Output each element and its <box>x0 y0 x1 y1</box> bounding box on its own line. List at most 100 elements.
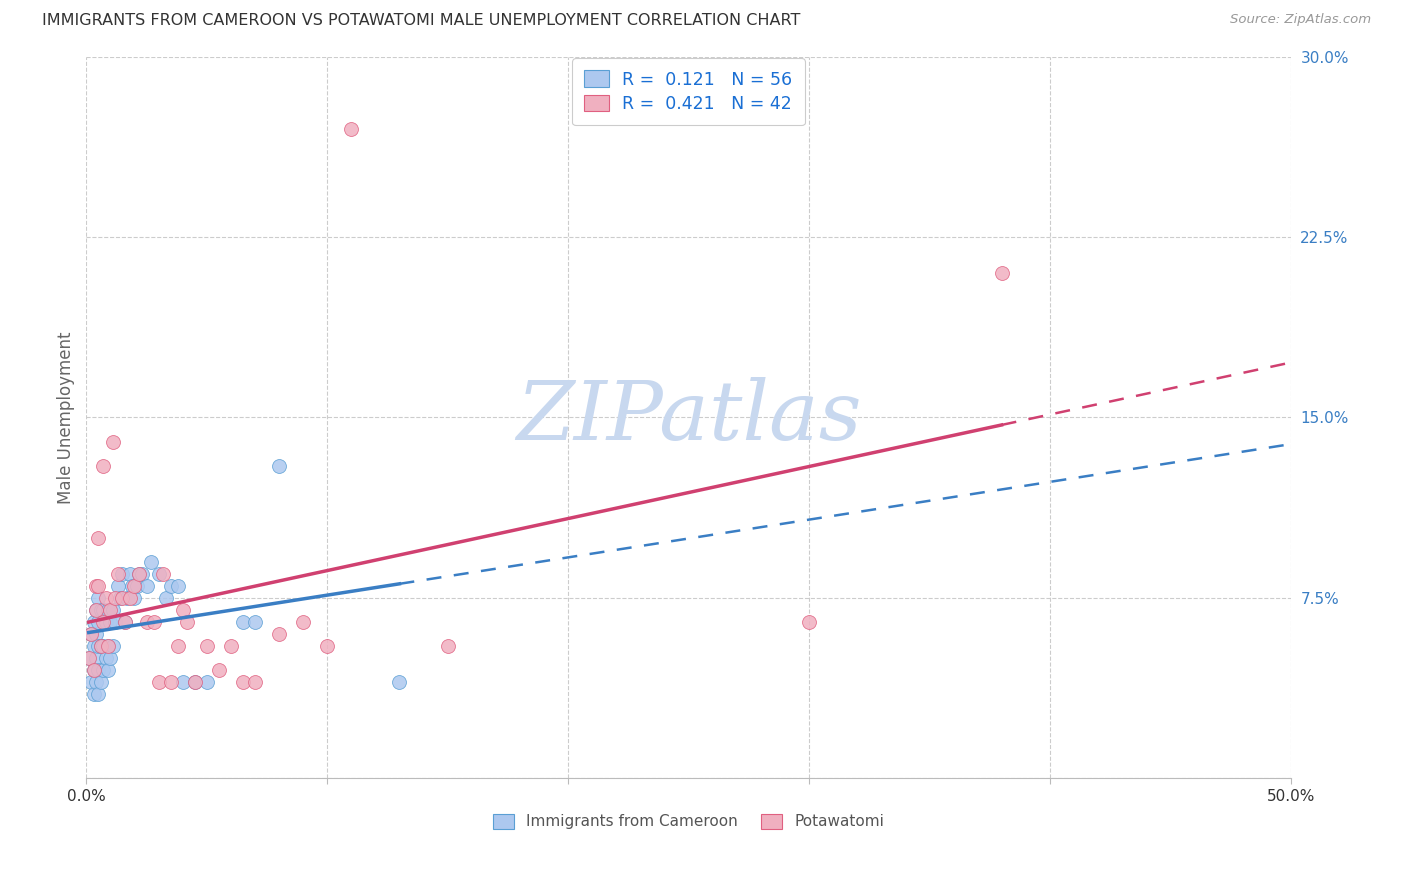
Legend: Immigrants from Cameroon, Potawatomi: Immigrants from Cameroon, Potawatomi <box>486 808 890 836</box>
Point <box>97 663 120 677</box>
Point <box>77 651 100 665</box>
Point <box>83 615 105 629</box>
Point <box>107 566 129 581</box>
Point <box>118 566 141 581</box>
Point <box>90 675 112 690</box>
Point <box>87 639 110 653</box>
Point <box>97 603 120 617</box>
Point <box>195 675 218 690</box>
Point <box>183 675 205 690</box>
Point <box>101 434 124 449</box>
Point <box>148 566 170 581</box>
Point <box>108 591 131 605</box>
Point <box>87 591 110 605</box>
Point <box>83 663 105 677</box>
Point <box>166 579 188 593</box>
Point <box>267 627 290 641</box>
Point <box>142 615 165 629</box>
Point <box>183 675 205 690</box>
Point <box>111 591 134 605</box>
Point <box>111 566 134 581</box>
Point <box>128 566 150 581</box>
Point <box>797 615 820 629</box>
Point <box>159 675 181 690</box>
Point <box>114 615 136 629</box>
Point <box>990 266 1012 280</box>
Point <box>107 579 129 593</box>
Point <box>100 651 122 665</box>
Point <box>388 675 411 690</box>
Point <box>135 579 157 593</box>
Point <box>90 603 112 617</box>
Point <box>316 639 339 653</box>
Point <box>208 663 231 677</box>
Point <box>87 687 110 701</box>
Point <box>104 615 127 629</box>
Point <box>124 591 146 605</box>
Point <box>148 675 170 690</box>
Point <box>292 615 315 629</box>
Point <box>87 615 110 629</box>
Point <box>131 566 153 581</box>
Point <box>83 663 105 677</box>
Point <box>84 627 107 641</box>
Point <box>84 651 107 665</box>
Point <box>267 458 290 473</box>
Point <box>243 675 266 690</box>
Point <box>87 579 110 593</box>
Point <box>101 639 124 653</box>
Point <box>155 591 177 605</box>
Point <box>121 579 143 593</box>
Point <box>195 639 218 653</box>
Point <box>172 603 194 617</box>
Point <box>94 651 117 665</box>
Point <box>176 615 198 629</box>
Point <box>84 675 107 690</box>
Point <box>124 579 146 593</box>
Point <box>94 591 117 605</box>
Point <box>87 531 110 545</box>
Point <box>141 555 163 569</box>
Point <box>159 579 181 593</box>
Point <box>219 639 242 653</box>
Text: IMMIGRANTS FROM CAMEROON VS POTAWATOMI MALE UNEMPLOYMENT CORRELATION CHART: IMMIGRANTS FROM CAMEROON VS POTAWATOMI M… <box>42 13 800 29</box>
Point <box>125 579 148 593</box>
Point <box>84 579 107 593</box>
Point <box>100 615 122 629</box>
Point <box>172 675 194 690</box>
Point <box>90 639 112 653</box>
Point <box>100 603 122 617</box>
Point <box>101 603 124 617</box>
Point <box>91 639 114 653</box>
Point <box>87 663 110 677</box>
Point <box>94 615 117 629</box>
Point <box>114 615 136 629</box>
Y-axis label: Male Unemployment: Male Unemployment <box>58 331 75 504</box>
Point <box>83 639 105 653</box>
Point <box>84 603 107 617</box>
Point <box>340 121 363 136</box>
Point <box>243 615 266 629</box>
Point <box>91 603 114 617</box>
Point <box>232 675 254 690</box>
Point <box>77 651 100 665</box>
Point <box>80 627 103 641</box>
Point <box>91 663 114 677</box>
Point <box>97 639 120 653</box>
Point <box>104 591 127 605</box>
Point <box>84 603 107 617</box>
Text: Source: ZipAtlas.com: Source: ZipAtlas.com <box>1230 13 1371 27</box>
Point <box>80 675 103 690</box>
Point <box>90 639 112 653</box>
Point <box>83 687 105 701</box>
Point <box>128 566 150 581</box>
Point <box>118 591 141 605</box>
Point <box>97 639 120 653</box>
Point <box>80 627 103 641</box>
Point <box>135 615 157 629</box>
Text: ZIPatlas: ZIPatlas <box>516 377 862 458</box>
Point <box>152 566 174 581</box>
Point <box>166 639 188 653</box>
Point <box>436 639 458 653</box>
Point <box>115 591 138 605</box>
